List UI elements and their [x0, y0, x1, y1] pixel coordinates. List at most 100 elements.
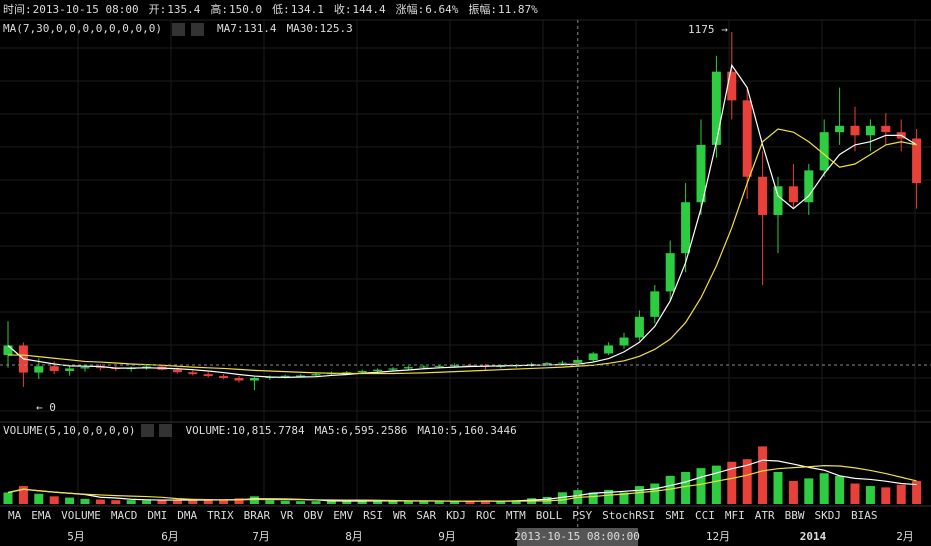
indicator-tab[interactable]: VR: [280, 509, 294, 522]
indicator-tab[interactable]: MA: [8, 509, 22, 522]
volume-bar: [742, 459, 752, 504]
candle-body: [850, 125, 860, 136]
volume-bar: [95, 499, 105, 504]
volume-bar: [480, 500, 490, 504]
indicator-tab[interactable]: PSY: [572, 509, 592, 522]
candle-body: [219, 376, 229, 378]
indicator-tab[interactable]: OBV: [303, 509, 323, 522]
candle-body: [465, 365, 475, 367]
volume-bar: [18, 486, 28, 504]
volume-bar: [665, 475, 675, 504]
volume-bar: [881, 487, 891, 504]
indicator-tab[interactable]: EMV: [333, 509, 353, 522]
indicator-tab[interactable]: EMA: [31, 509, 51, 522]
volume-bar: [912, 480, 922, 504]
volume-bar: [896, 484, 906, 504]
indicator-tab[interactable]: VOLUME: [61, 509, 101, 522]
indicator-tab[interactable]: RSI: [363, 509, 383, 522]
indicator-tab[interactable]: StochRSI: [602, 509, 655, 522]
info-value: 144.4: [352, 3, 385, 16]
x-tick-label: 8月: [345, 530, 363, 543]
indicator-tab[interactable]: ROC: [476, 509, 496, 522]
volume-bar: [650, 483, 660, 504]
indicator-tab[interactable]: CCI: [695, 509, 715, 522]
gear-icon[interactable]: [172, 23, 185, 36]
volume-bar: [203, 499, 213, 504]
close-icon[interactable]: [159, 424, 172, 437]
candle-body: [373, 369, 383, 371]
indicator-tab[interactable]: SAR: [416, 509, 436, 522]
indicator-tab[interactable]: DMI: [147, 509, 167, 522]
volume-bar: [819, 473, 829, 504]
candle-body: [49, 366, 59, 371]
volume-bar: [727, 461, 737, 504]
indicator-tab[interactable]: KDJ: [446, 509, 466, 522]
volume-bar: [604, 489, 614, 504]
volume-bar: [65, 497, 75, 504]
indicator-tab[interactable]: MACD: [111, 509, 138, 522]
volume-bar: [142, 500, 152, 504]
indicator-tab[interactable]: MTM: [506, 509, 526, 522]
indicator-value: VOLUME:10,815.7784: [185, 424, 305, 437]
indicator-tab[interactable]: DMA: [177, 509, 197, 522]
info-label: 低:: [272, 3, 290, 16]
volume-bar: [326, 500, 336, 504]
candle-body: [773, 186, 783, 215]
candle-body: [357, 370, 367, 373]
candle-body: [788, 186, 798, 203]
volume-bar: [696, 468, 706, 504]
info-value: 135.4: [167, 3, 200, 16]
x-tick-label: 2月: [896, 530, 914, 543]
volume-bar: [265, 500, 275, 504]
volume-bar: [788, 480, 798, 504]
volume-bar: [219, 499, 229, 504]
volume-bar: [835, 475, 845, 504]
volume-bar: [34, 493, 44, 504]
indicator-tab[interactable]: BBW: [785, 509, 805, 522]
info-value: 2013-10-15 08:00: [33, 3, 139, 16]
x-tick-label: 7月: [252, 530, 270, 543]
candle-body: [34, 366, 44, 373]
indicator-value: MA7:131.4: [217, 22, 277, 35]
indicator-tab[interactable]: BRAR: [244, 509, 271, 522]
volume-bar: [311, 501, 321, 504]
volume-bar: [804, 478, 814, 504]
x-tick-label: 6月: [161, 530, 179, 543]
close-icon[interactable]: [191, 23, 204, 36]
volume-bar: [511, 500, 521, 504]
indicator-tab[interactable]: MFI: [725, 509, 745, 522]
candle-body: [804, 170, 814, 203]
candle-body: [819, 132, 829, 171]
candle-body: [758, 176, 768, 215]
indicator-tab[interactable]: SMI: [665, 509, 685, 522]
indicator-tab[interactable]: SKDJ: [814, 509, 841, 522]
gear-icon[interactable]: [141, 424, 154, 437]
volume-bar: [865, 486, 875, 504]
info-label: 时间:: [3, 3, 32, 16]
candle-body: [403, 367, 413, 369]
candle-body: [280, 375, 290, 377]
info-value: 134.1: [291, 3, 324, 16]
candle-body: [696, 144, 706, 203]
candle-body: [188, 372, 198, 375]
volume-bar: [3, 492, 13, 504]
candle-body: [912, 138, 922, 184]
indicator-tab[interactable]: TRIX: [207, 509, 234, 522]
candle-body: [573, 360, 583, 363]
candle-body: [419, 366, 429, 368]
info-label: 收:: [334, 2, 352, 16]
candle-body: [234, 377, 244, 381]
indicator-params: VOLUME(5,10,0,0,0,0): [3, 424, 135, 437]
volume-bar: [450, 501, 460, 504]
indicator-tab[interactable]: WR: [393, 509, 407, 522]
info-value: 150.0: [229, 3, 262, 16]
candle-body: [681, 202, 691, 254]
indicator-tab[interactable]: ATR: [755, 509, 775, 522]
indicator-tab[interactable]: BIAS: [851, 509, 878, 522]
volume-bar: [850, 483, 860, 504]
volume-bar: [634, 486, 644, 504]
indicator-value: MA10:5,160.3446: [417, 424, 516, 437]
ma-line: [7, 63, 917, 378]
indicator-tab[interactable]: BOLL: [536, 509, 563, 522]
